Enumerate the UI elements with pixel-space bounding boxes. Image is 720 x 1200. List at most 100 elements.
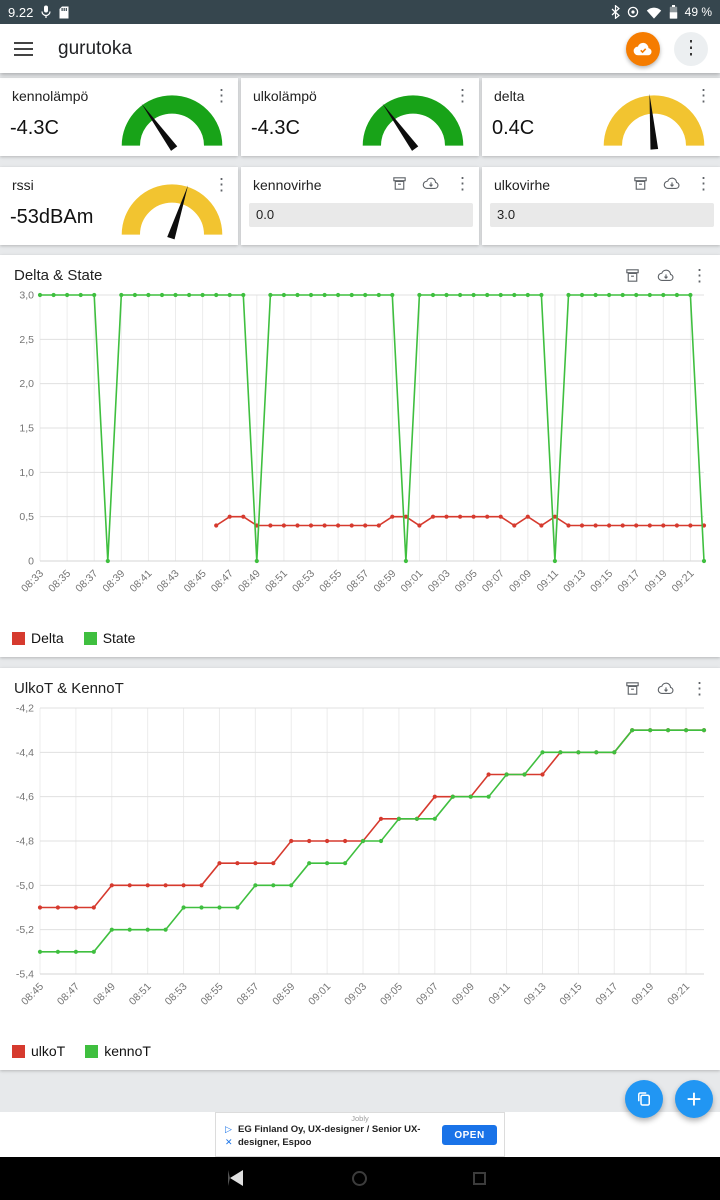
ad-open-button[interactable]: OPEN (442, 1125, 497, 1145)
svg-text:09:05: 09:05 (378, 981, 405, 1008)
ad-network-label: Jobly (351, 1114, 369, 1123)
clear-history-button[interactable] (624, 267, 641, 284)
battery-icon (669, 5, 678, 19)
widget-title: ulkovirhe (494, 177, 551, 193)
menu-icon[interactable] (12, 30, 50, 68)
svg-text:08:37: 08:37 (73, 568, 100, 595)
dashboard: kennolämpö ⋮ -4.3C ulkolämpö ⋮ -4.3C del… (0, 73, 720, 1070)
legend-swatch (12, 1044, 25, 1058)
svg-text:08:41: 08:41 (127, 568, 154, 595)
ad-close-icon[interactable]: ✕ (225, 1137, 233, 1147)
svg-text:0,5: 0,5 (19, 511, 34, 523)
svg-text:08:43: 08:43 (155, 568, 182, 595)
cloud-download-icon (663, 177, 680, 189)
svg-text:3,0: 3,0 (19, 290, 34, 302)
ulkot-kennot-chart[interactable]: 08:45 08:47 08:49 08:51 08:53 08:55 08:57 08:59… (4, 698, 716, 1038)
delta-state-chart[interactable]: 08:33 08:35 08:37 08:39 08:41 08:43 08:45 08:47… (4, 285, 716, 625)
svg-text:2,5: 2,5 (19, 334, 34, 346)
kebab-icon: ⋮ (213, 86, 230, 105)
widget-title: kennolämpö (12, 88, 89, 104)
back-icon[interactable] (228, 1170, 243, 1186)
page-title: gurutoka (58, 37, 132, 59)
microphone-icon (41, 5, 51, 19)
widget-menu-button[interactable]: ⋮ (213, 176, 230, 193)
gauge-value: 0.4C (492, 117, 535, 139)
svg-text:-4,6: -4,6 (16, 791, 34, 803)
kebab-icon: ⋮ (695, 174, 712, 193)
svg-text:-4,2: -4,2 (16, 703, 34, 715)
sd-card-icon (59, 6, 69, 19)
legend-item-ulkot[interactable]: ulkoT (12, 1043, 65, 1059)
svg-text:09:05: 09:05 (453, 568, 480, 595)
telemetry-value-field[interactable]: 3.0 (490, 203, 714, 227)
copy-dashboard-button[interactable] (625, 1080, 663, 1118)
svg-text:08:33: 08:33 (19, 568, 46, 595)
ad-choices-icon[interactable]: ▷ (225, 1124, 232, 1134)
svg-text:08:45: 08:45 (182, 568, 209, 595)
svg-text:08:35: 08:35 (46, 568, 73, 595)
cloud-download-button[interactable] (422, 176, 440, 191)
legend-item-state[interactable]: State (83, 630, 135, 646)
archive-icon (626, 268, 639, 282)
svg-text:1,0: 1,0 (19, 467, 34, 479)
clear-history-button[interactable] (624, 680, 641, 697)
app-bar: gurutoka ⋮ (0, 24, 720, 73)
widget-menu-button[interactable]: ⋮ (691, 267, 708, 284)
svg-text:09:07: 09:07 (480, 568, 507, 595)
gauge-value: -4.3C (10, 117, 59, 139)
widget-title: delta (494, 88, 525, 104)
widget-card-ulkolampo: ulkolämpö ⋮ -4.3C (241, 78, 479, 156)
cloud-download-button[interactable] (657, 681, 675, 696)
widget-title: ulkolämpö (253, 88, 317, 104)
clear-history-button[interactable] (632, 175, 649, 192)
legend-item-kennot[interactable]: kennoT (85, 1043, 151, 1059)
archive-icon (634, 177, 647, 190)
appbar-overflow-button[interactable]: ⋮ (674, 31, 708, 66)
widget-menu-button[interactable]: ⋮ (454, 87, 471, 104)
svg-text:09:09: 09:09 (507, 568, 534, 595)
kebab-icon: ⋮ (691, 678, 708, 698)
widget-card-delta: delta ⋮ 0.4C (482, 78, 720, 156)
widget-menu-button[interactable]: ⋮ (695, 175, 712, 192)
svg-text:09:01: 09:01 (306, 981, 333, 1008)
widget-menu-button[interactable]: ⋮ (213, 87, 230, 104)
widget-card-rssi: rssi ⋮ -53dBAm (0, 167, 238, 245)
widget-menu-button[interactable]: ⋮ (454, 175, 471, 192)
add-widget-button[interactable]: + (675, 1080, 713, 1118)
cloud-sync-button[interactable] (626, 31, 660, 66)
svg-text:08:49: 08:49 (91, 981, 118, 1008)
delta-gauge (603, 93, 705, 150)
legend-item-delta[interactable]: Delta (12, 630, 64, 646)
svg-text:09:11: 09:11 (486, 981, 513, 1008)
cloud-check-icon (633, 42, 652, 55)
gauge-value: -4.3C (251, 117, 300, 139)
status-time: 9.22 (8, 4, 34, 20)
svg-text:09:13: 09:13 (561, 568, 588, 595)
ad-text-line1: EG Finland Oy, UX-designer / Senior UX- (238, 1124, 421, 1135)
cloud-download-icon (422, 177, 439, 189)
svg-text:08:57: 08:57 (344, 568, 371, 595)
home-icon[interactable] (352, 1171, 367, 1186)
cloud-download-icon (657, 682, 674, 694)
legend-swatch (83, 631, 97, 645)
cloud-download-icon (657, 269, 674, 281)
svg-text:08:45: 08:45 (19, 981, 46, 1008)
gauge-value: -53dBAm (10, 206, 94, 228)
cloud-download-button[interactable] (657, 268, 675, 283)
widget-menu-button[interactable]: ⋮ (695, 87, 712, 104)
chart-title: Delta & State (14, 266, 103, 284)
svg-text:09:01: 09:01 (398, 568, 425, 595)
recents-icon[interactable] (473, 1172, 486, 1185)
svg-text:08:47: 08:47 (55, 981, 82, 1008)
temperature-gauge (362, 95, 464, 151)
svg-text:09:17: 09:17 (593, 981, 620, 1008)
kebab-icon: ⋮ (454, 174, 471, 193)
svg-text:09:21: 09:21 (670, 568, 697, 595)
clear-history-button[interactable] (391, 175, 408, 192)
widget-menu-button[interactable]: ⋮ (691, 680, 708, 697)
svg-text:08:47: 08:47 (209, 568, 236, 595)
telemetry-value-field[interactable]: 0.0 (249, 203, 473, 227)
svg-text:08:55: 08:55 (199, 981, 226, 1008)
cloud-download-button[interactable] (663, 176, 681, 191)
ad-banner[interactable]: Jobly ▷ EG Finland Oy, UX-designer / Sen… (215, 1112, 505, 1157)
